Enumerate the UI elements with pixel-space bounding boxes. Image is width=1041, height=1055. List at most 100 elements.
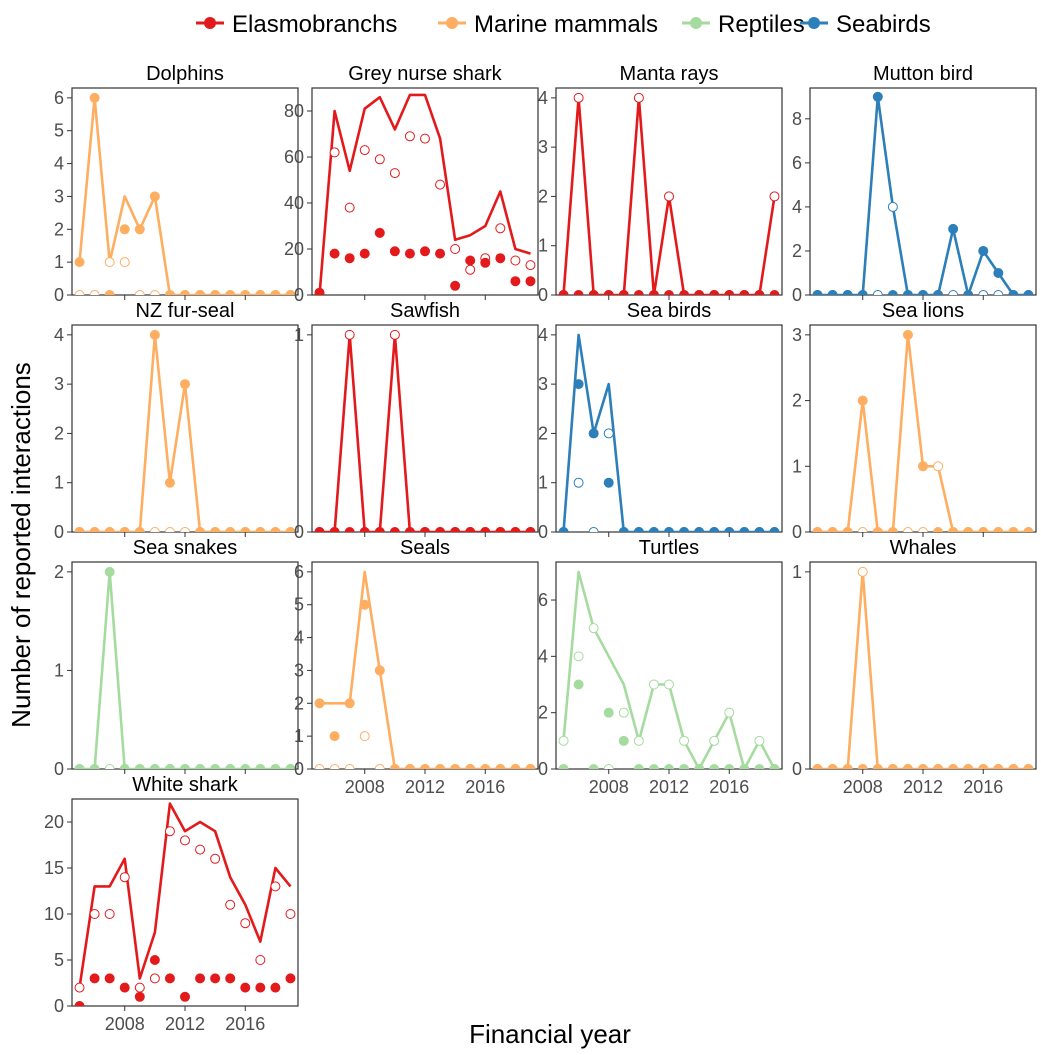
filled-point	[918, 764, 928, 769]
panel-data	[74, 802, 296, 1006]
filled-point	[195, 973, 206, 984]
filled-point	[329, 731, 340, 742]
filled-point	[374, 527, 385, 532]
y-tick-label: 8	[792, 109, 802, 129]
filled-point	[359, 248, 370, 259]
open-point	[104, 764, 115, 769]
filled-point	[404, 248, 415, 259]
panel-title: Manta rays	[620, 63, 719, 85]
filled-point	[74, 257, 85, 268]
open-point	[573, 92, 584, 103]
filled-point	[359, 527, 370, 532]
panel-title: Dolphins	[146, 63, 224, 85]
open-point	[374, 154, 385, 165]
series-line-total	[78, 802, 292, 988]
filled-point	[359, 599, 370, 610]
open-point	[149, 290, 160, 295]
y-tick-label: 60	[284, 147, 304, 167]
filled-point	[255, 290, 266, 295]
filled-point	[769, 527, 780, 532]
filled-point	[134, 224, 145, 235]
filled-point	[285, 973, 296, 984]
filled-point	[89, 973, 100, 984]
panel-data	[812, 329, 1034, 532]
panel-data	[314, 329, 536, 532]
filled-point	[573, 379, 584, 390]
filled-point	[480, 764, 491, 769]
open-point	[618, 707, 629, 718]
filled-point	[603, 290, 614, 295]
filled-point	[89, 527, 100, 532]
filled-point	[465, 764, 476, 769]
y-tick-label: 3	[294, 660, 304, 680]
filled-point	[872, 527, 883, 532]
filled-point	[435, 527, 446, 532]
filled-point	[465, 255, 476, 266]
y-tick-label: 0	[54, 759, 64, 779]
panel-data	[812, 566, 1034, 769]
filled-point	[1023, 527, 1034, 532]
filled-point	[420, 527, 430, 532]
legend-item-elasmobranchs[interactable]: Elasmobranchs	[196, 11, 397, 38]
filled-point	[842, 527, 853, 532]
filled-point	[754, 527, 765, 532]
open-point	[664, 191, 674, 202]
legend-item-seabirds[interactable]: Seabirds	[800, 11, 931, 38]
filled-point	[285, 527, 296, 532]
x-tick-label: 2008	[105, 1014, 145, 1034]
open-point	[573, 651, 584, 662]
legend-item-reptiles[interactable]: Reptiles	[682, 11, 805, 38]
filled-point	[993, 764, 1004, 769]
panel-title: White shark	[132, 774, 239, 796]
filled-point	[149, 764, 160, 769]
filled-point	[450, 527, 461, 532]
filled-point	[240, 982, 251, 993]
filled-point	[1008, 527, 1019, 532]
panel-white-shark: White shark 0 5 10 15 20 2008 2012 2016	[44, 774, 299, 1034]
panel-data	[314, 93, 536, 295]
filled-point	[827, 764, 838, 769]
open-point	[709, 735, 720, 746]
panel-frame	[71, 561, 299, 770]
filled-point	[104, 290, 115, 295]
open-point	[389, 168, 400, 179]
filled-point	[648, 290, 659, 295]
filled-point	[754, 290, 765, 295]
panel-data	[812, 91, 1034, 295]
y-tick-label: 10	[44, 904, 64, 924]
open-point	[89, 290, 100, 295]
filled-point	[827, 527, 838, 532]
filled-point	[887, 764, 898, 769]
filled-point	[648, 764, 659, 769]
legend-item-marine-mammals[interactable]: Marine mammals	[438, 11, 658, 38]
open-point	[648, 679, 659, 690]
y-tick-label: 1	[294, 325, 304, 345]
y-tick-label: 4	[54, 325, 64, 345]
panel-dolphins: Dolphins 0 1 2 3 4 5 6	[54, 63, 299, 305]
filled-point	[180, 379, 190, 390]
series-line-total	[79, 570, 291, 769]
filled-point	[588, 428, 599, 439]
filled-point	[149, 955, 160, 965]
filled-point	[314, 527, 325, 532]
filled-point	[314, 287, 325, 295]
filled-point	[887, 290, 898, 295]
open-point	[195, 844, 206, 855]
open-point	[754, 735, 765, 746]
filled-point	[842, 290, 853, 295]
open-point	[887, 201, 898, 212]
panel-frame	[311, 324, 539, 533]
filled-point	[495, 527, 506, 532]
filled-point	[225, 290, 236, 295]
y-tick-label: 15	[44, 858, 64, 878]
panel-title: NZ fur-seal	[136, 300, 235, 322]
panel-data	[558, 333, 780, 532]
x-axis-title: Financial year	[469, 1019, 631, 1049]
y-tick-label: 2	[54, 423, 64, 443]
filled-point	[588, 764, 599, 769]
filled-point	[573, 679, 584, 690]
y-tick-label: 5	[54, 121, 64, 141]
open-point	[993, 290, 1004, 295]
filled-point	[344, 698, 355, 709]
filled-point	[812, 527, 823, 532]
